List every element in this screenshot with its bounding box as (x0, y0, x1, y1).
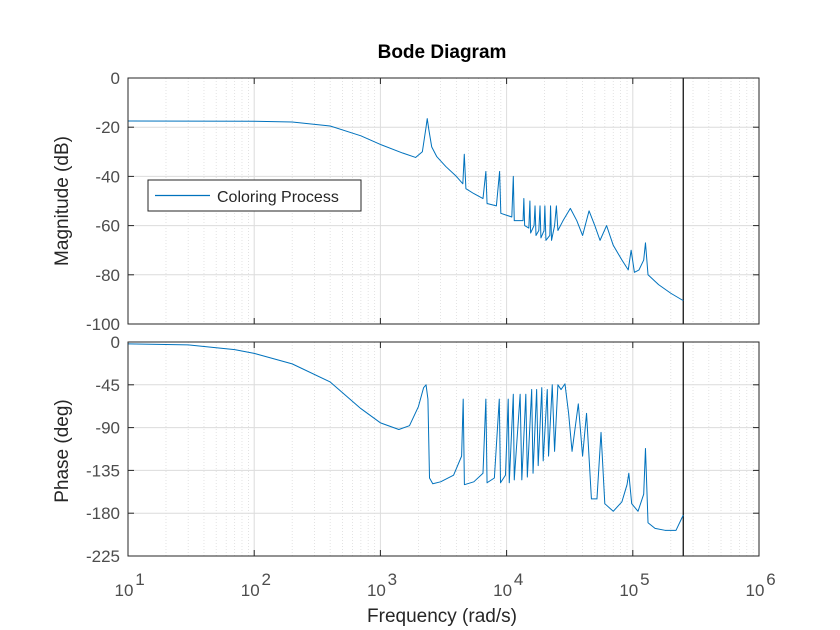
phase-y-tick-label: -180 (86, 504, 120, 523)
phase-axes-frame (127, 341, 760, 557)
legend-label: Coloring Process (217, 189, 339, 206)
x-tick-exponent: 6 (766, 570, 775, 589)
phase-y-tick-label: -90 (95, 419, 120, 438)
phase-y-label: Phase (deg) (52, 399, 73, 503)
chart-title: Bode Diagram (378, 42, 507, 63)
x-tick-exponent: 2 (261, 570, 270, 589)
magnitude-y-label: Magnitude (dB) (52, 136, 73, 266)
x-tick-label: 10 (241, 581, 260, 600)
magnitude-y-tick-label: 0 (111, 69, 120, 88)
phase-y-tick-label: 0 (111, 333, 120, 352)
x-tick-label: 10 (493, 581, 512, 600)
magnitude-y-tick-label: -40 (95, 167, 120, 186)
x-axis-label: Frequency (rad/s) (367, 606, 517, 627)
phase-plot-area (128, 342, 759, 556)
magnitude-series-line (127, 118, 684, 302)
phase-y-tick-label: -135 (86, 461, 120, 480)
magnitude-axes-frame (127, 77, 760, 325)
phase-axes: 0 -45 -90 -135 -180 -225 (86, 333, 760, 566)
phase-series-line (127, 343, 684, 531)
phase-y-tick-label: -45 (95, 376, 120, 395)
x-tick-exponent: 5 (640, 570, 649, 589)
magnitude-y-tick-label: -60 (95, 217, 120, 236)
x-tick-label: 10 (115, 581, 134, 600)
x-tick-label: 10 (746, 581, 765, 600)
magnitude-y-tick-label: -20 (95, 118, 120, 137)
magnitude-axes: 0 -20 -40 -60 -80 -100 (86, 69, 760, 334)
x-tick-exponent: 1 (135, 570, 144, 589)
x-tick-exponent: 4 (514, 570, 523, 589)
x-tick-label: 10 (367, 581, 386, 600)
magnitude-y-tick-label: -80 (95, 266, 120, 285)
legend[interactable]: Coloring Process (147, 179, 362, 212)
phase-y-tick-label: -225 (86, 547, 120, 566)
magnitude-y-tick-label: -100 (86, 315, 120, 334)
x-tick-label: 10 (619, 581, 638, 600)
x-tick-exponent: 3 (388, 570, 397, 589)
